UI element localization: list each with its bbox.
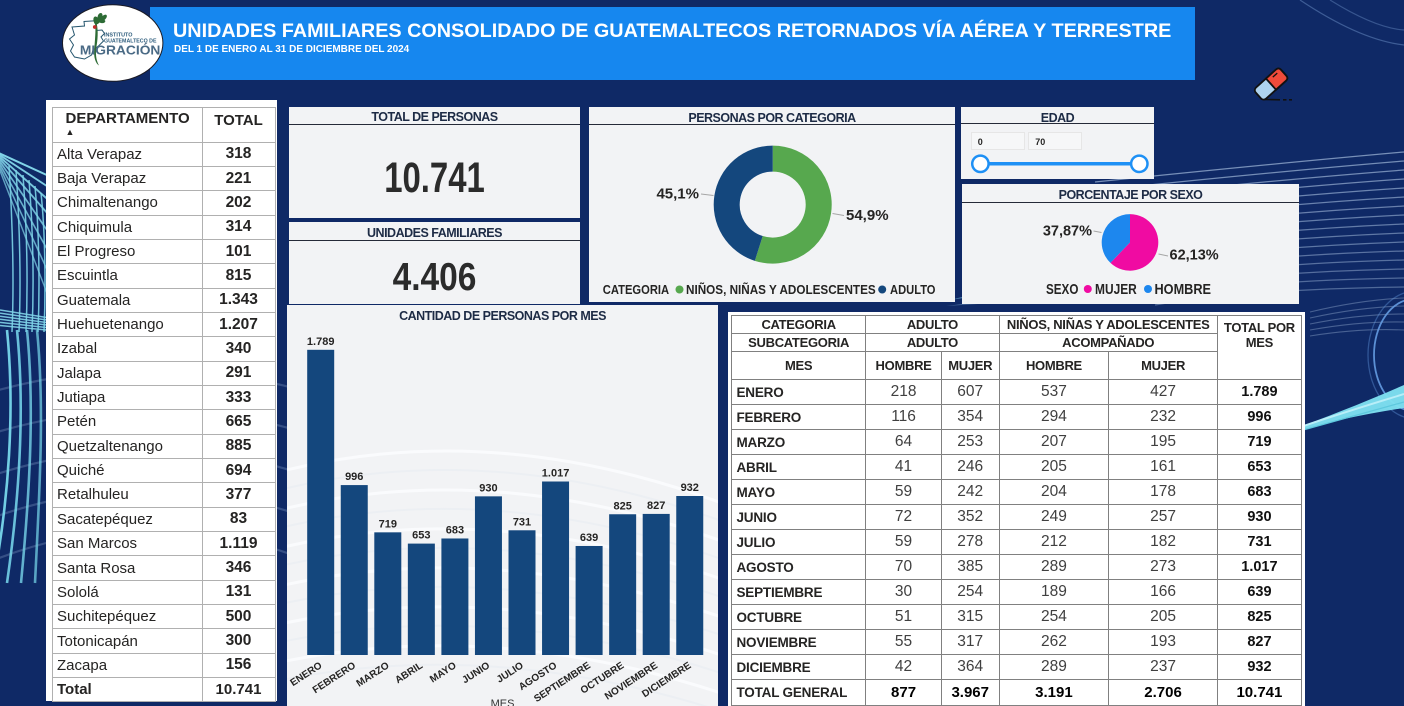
svg-text:825: 825 (613, 500, 631, 512)
svg-text:827: 827 (647, 500, 665, 512)
svg-text:1.789: 1.789 (307, 336, 335, 348)
svg-text:996: 996 (345, 471, 363, 483)
svg-text:ABRIL: ABRIL (393, 660, 425, 686)
svg-text:ADULTO: ADULTO (890, 283, 936, 297)
svg-text:653: 653 (412, 530, 430, 542)
svg-text:719: 719 (379, 518, 397, 530)
svg-text:MIGRACIÓN: MIGRACIÓN (80, 43, 160, 58)
svg-text:CATEGORIA: CATEGORIA (603, 283, 669, 297)
svg-text:1.017: 1.017 (542, 467, 570, 479)
svg-text:37,87%: 37,87% (1043, 224, 1092, 240)
svg-text:HOMBRE: HOMBRE (1155, 281, 1212, 298)
svg-text:GUATEMALTECO DE: GUATEMALTECO DE (104, 38, 157, 44)
svg-text:MUJER: MUJER (1095, 281, 1137, 298)
svg-text:JUNIO: JUNIO (460, 660, 492, 686)
svg-text:NIÑOS, NIÑAS Y ADOLESCENTES: NIÑOS, NIÑAS Y ADOLESCENTES (686, 282, 876, 297)
svg-text:INSTITUTO: INSTITUTO (104, 33, 133, 39)
svg-text:731: 731 (513, 516, 531, 528)
svg-text:54,9%: 54,9% (846, 207, 889, 224)
svg-text:45,1%: 45,1% (656, 186, 699, 203)
svg-text:SEXO: SEXO (1046, 281, 1079, 298)
svg-text:683: 683 (446, 524, 464, 536)
svg-text:932: 932 (681, 482, 699, 494)
svg-text:639: 639 (580, 532, 598, 544)
svg-text:62,13%: 62,13% (1170, 248, 1219, 264)
svg-text:930: 930 (479, 482, 497, 494)
svg-text:MARZO: MARZO (355, 660, 392, 689)
svg-text:MES: MES (491, 698, 515, 706)
